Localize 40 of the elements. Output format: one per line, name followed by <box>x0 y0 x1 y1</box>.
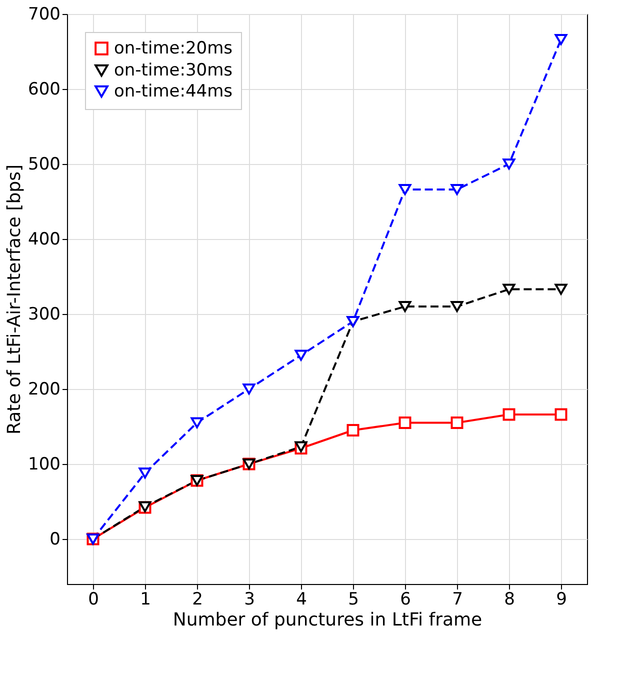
point <box>450 300 464 312</box>
x-tick-label: 6 <box>400 590 411 610</box>
y-tick-label: 500 <box>28 154 60 174</box>
point <box>502 408 516 421</box>
x-tick-label: 3 <box>244 590 255 610</box>
y-tick-label: 300 <box>28 304 60 324</box>
x-tick-label: 8 <box>504 590 515 610</box>
legend-label: on-time:44ms <box>114 82 233 102</box>
point <box>502 284 516 295</box>
point <box>398 184 412 196</box>
point <box>398 300 412 312</box>
y-tick-label: 0 <box>50 530 60 550</box>
y-tick-label: 200 <box>28 380 60 400</box>
legend-label: on-time:30ms <box>114 60 233 80</box>
x-tick-label: 7 <box>452 590 463 610</box>
y-tick-label: 100 <box>28 454 60 474</box>
x-tick-label: 2 <box>192 590 203 610</box>
x-tick-label: 0 <box>88 590 99 610</box>
legend-label: on-time:20ms <box>114 38 233 58</box>
y-tick-label: 400 <box>28 230 60 250</box>
x-tick-label: 1 <box>140 590 151 610</box>
point <box>502 158 516 170</box>
y-tick-label: 600 <box>28 80 60 100</box>
point <box>294 350 308 361</box>
x-tick-label: 4 <box>296 590 307 610</box>
x-tick-label: 5 <box>348 590 359 610</box>
point <box>398 416 412 429</box>
point <box>450 416 464 429</box>
x-tick-label: 9 <box>556 590 567 610</box>
point <box>138 467 152 479</box>
point <box>554 408 568 421</box>
point <box>554 284 568 295</box>
point <box>554 34 568 46</box>
y-tick-label: 700 <box>28 4 60 24</box>
point <box>450 184 464 196</box>
x-axis-title: Number of punctures in LtFi frame <box>172 610 482 630</box>
y-axis-title: Rate of LtFi-Air-Interface [bps] <box>4 164 26 434</box>
point <box>346 424 360 436</box>
point <box>190 417 204 428</box>
point <box>242 383 256 395</box>
